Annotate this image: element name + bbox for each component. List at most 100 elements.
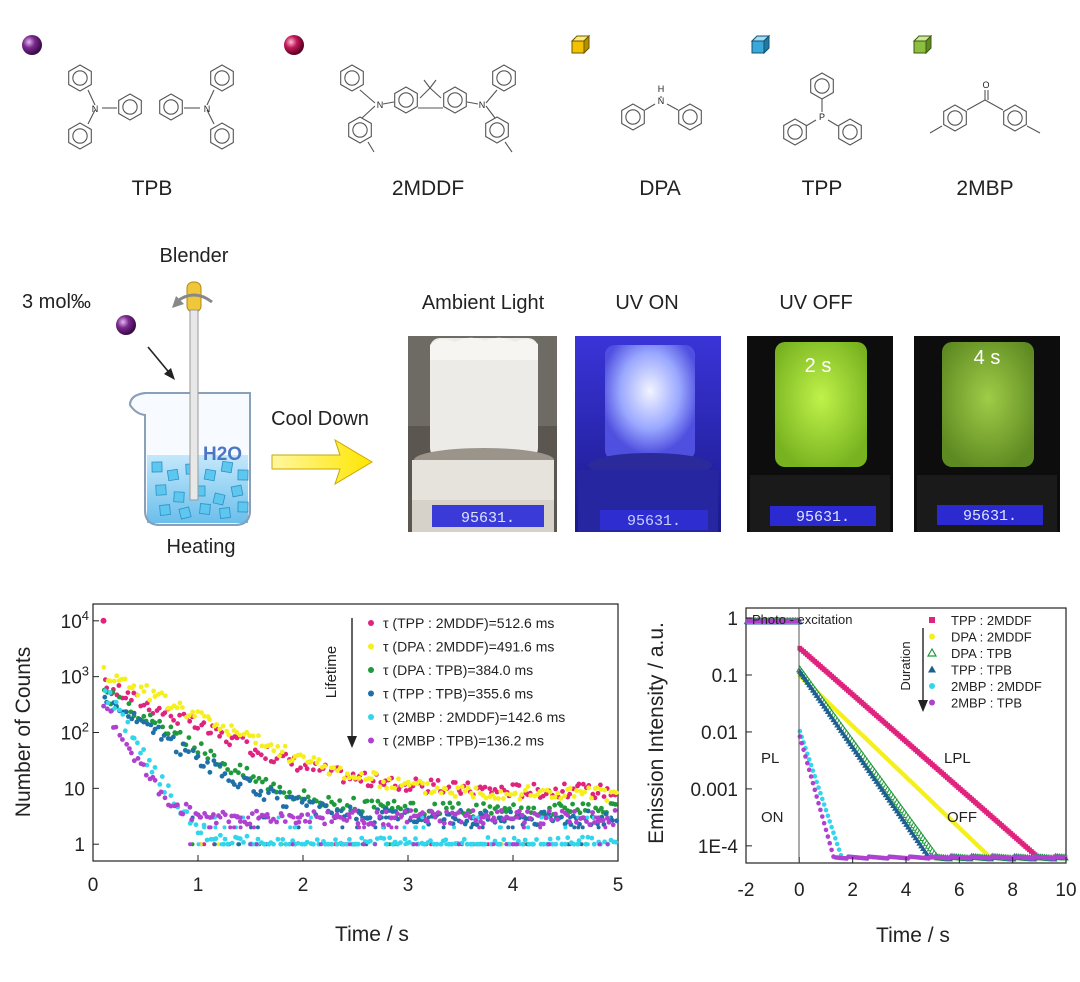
chart1-point — [160, 724, 166, 730]
chart1-point — [413, 776, 419, 782]
chart1-point — [196, 842, 201, 847]
chart1-point — [541, 841, 547, 847]
chart1-point — [503, 809, 509, 814]
chart1-point — [535, 813, 541, 818]
chart2-ytick-label: 1 — [727, 609, 738, 630]
chart1-point — [304, 766, 310, 772]
chart2-point — [825, 813, 831, 819]
chart1-point — [359, 835, 365, 841]
chart1-point — [603, 811, 609, 817]
chart1-point — [314, 837, 320, 842]
chart1-point — [403, 842, 408, 847]
chart1-point — [597, 842, 602, 847]
chart1-point — [219, 842, 224, 847]
chart1-point — [304, 803, 309, 809]
chart1-point — [375, 798, 381, 804]
chart2-point — [814, 779, 819, 785]
chart1-point — [600, 817, 606, 823]
chart1-point — [486, 842, 491, 847]
chart1-point — [256, 733, 261, 739]
chart1-point — [111, 678, 117, 684]
chart1-point — [302, 842, 307, 847]
chart1-point — [356, 775, 362, 781]
chart2-point — [808, 774, 814, 779]
chart1-point — [318, 842, 323, 847]
mddf-ring — [485, 116, 509, 144]
chart1-point — [225, 841, 231, 847]
2mbp-ring — [1003, 104, 1027, 132]
chart1-point — [211, 758, 217, 764]
chart1-point — [443, 786, 448, 792]
chart1-point — [238, 825, 243, 830]
chart1-point — [579, 842, 584, 847]
chart1-point — [501, 837, 507, 842]
bond — [644, 103, 656, 111]
chart1-point — [229, 840, 235, 846]
chart1-point — [474, 802, 479, 808]
chart1-point — [116, 694, 122, 700]
chart1-point — [492, 818, 498, 824]
chart1-point — [480, 821, 486, 826]
chart1-point — [138, 684, 144, 690]
chart1-point — [120, 712, 126, 717]
chart1-point — [266, 790, 271, 796]
chart1-point — [421, 825, 426, 830]
tpb-n2-label: N — [204, 104, 211, 114]
bond — [466, 101, 479, 105]
chart1-point — [341, 775, 347, 781]
chart1-point — [562, 793, 567, 799]
chart2-point — [821, 820, 827, 826]
tpb-ring-ring — [163, 99, 179, 115]
chart1-point — [392, 815, 397, 821]
chart2-point — [1062, 855, 1068, 860]
chart1-point — [444, 842, 449, 847]
chart1-point — [278, 841, 284, 847]
chart1-point — [141, 762, 146, 767]
chart1-point — [141, 702, 147, 708]
ice-cube-icon — [199, 503, 211, 515]
chart1-point — [374, 836, 380, 841]
chart1-point — [560, 789, 565, 794]
chart1-point — [586, 802, 591, 807]
chart1-point — [495, 842, 500, 847]
chart2-legend-marker — [929, 683, 935, 689]
chart1-point — [162, 693, 168, 699]
chart1-point — [410, 800, 416, 806]
chart1-point — [124, 741, 130, 747]
chart1-point — [385, 801, 391, 806]
chart1-point — [501, 796, 506, 801]
chart2-point — [797, 734, 803, 739]
chart1-point — [224, 728, 230, 734]
chart1-point — [444, 809, 449, 815]
chart1-point — [152, 720, 158, 726]
chart1-point — [310, 799, 316, 805]
chart1-point — [470, 808, 476, 813]
chart1-point — [249, 811, 255, 816]
chart1-point — [402, 836, 408, 842]
chart1-point — [570, 801, 575, 807]
chart1-point — [402, 825, 407, 830]
chart1-point — [498, 789, 504, 794]
chart1-point — [195, 750, 201, 756]
chart1-point — [528, 816, 533, 821]
bond — [367, 141, 375, 153]
chart1-point — [353, 808, 358, 813]
chart1-point — [373, 771, 379, 776]
chart2-point — [812, 787, 818, 793]
chart1-point — [404, 819, 410, 825]
chart1-point — [395, 811, 400, 817]
chart1-point — [135, 692, 141, 698]
chart1-point — [473, 818, 479, 823]
chart1-legend-marker — [368, 620, 374, 626]
dopant-arrowhead-icon — [164, 368, 175, 380]
chart1-point — [345, 771, 350, 777]
chart1-xtick-label: 0 — [88, 875, 99, 896]
chart1-point — [386, 822, 391, 828]
dopant-label: 3 mol‰ — [22, 291, 91, 313]
mddf-ring — [394, 86, 418, 114]
chart1-point — [229, 723, 234, 728]
chart1-ylabel: Number of Counts — [12, 647, 35, 817]
chart1-point — [602, 787, 608, 793]
chart1-ytick-label: 104 — [61, 608, 89, 633]
